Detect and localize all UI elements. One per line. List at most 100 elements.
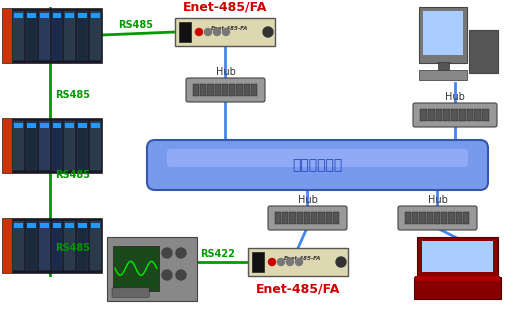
Text: Enet-485/FA: Enet-485/FA xyxy=(183,1,267,14)
FancyBboxPatch shape xyxy=(419,70,467,80)
FancyBboxPatch shape xyxy=(251,84,257,96)
FancyBboxPatch shape xyxy=(434,212,440,224)
FancyBboxPatch shape xyxy=(77,221,88,270)
FancyBboxPatch shape xyxy=(40,13,49,18)
Circle shape xyxy=(295,259,303,266)
FancyBboxPatch shape xyxy=(282,212,289,224)
FancyBboxPatch shape xyxy=(52,121,63,170)
FancyBboxPatch shape xyxy=(91,223,100,228)
Text: RS485: RS485 xyxy=(118,20,153,30)
FancyBboxPatch shape xyxy=(52,223,62,228)
Circle shape xyxy=(176,270,186,280)
FancyBboxPatch shape xyxy=(467,109,473,121)
FancyBboxPatch shape xyxy=(112,288,149,297)
FancyBboxPatch shape xyxy=(52,11,63,60)
FancyBboxPatch shape xyxy=(40,223,49,228)
Circle shape xyxy=(176,248,186,258)
FancyBboxPatch shape xyxy=(39,221,50,270)
FancyBboxPatch shape xyxy=(167,149,468,167)
FancyBboxPatch shape xyxy=(418,237,498,279)
Circle shape xyxy=(205,29,211,36)
FancyBboxPatch shape xyxy=(427,212,433,224)
FancyBboxPatch shape xyxy=(325,212,332,224)
FancyBboxPatch shape xyxy=(65,223,74,228)
FancyBboxPatch shape xyxy=(423,11,464,55)
FancyBboxPatch shape xyxy=(52,13,62,18)
FancyBboxPatch shape xyxy=(333,212,339,224)
FancyBboxPatch shape xyxy=(414,277,501,299)
FancyBboxPatch shape xyxy=(443,109,450,121)
FancyBboxPatch shape xyxy=(90,221,101,270)
FancyBboxPatch shape xyxy=(90,11,101,60)
Circle shape xyxy=(162,270,172,280)
FancyBboxPatch shape xyxy=(12,218,102,273)
Text: Hub: Hub xyxy=(297,195,318,205)
FancyBboxPatch shape xyxy=(77,11,88,60)
FancyBboxPatch shape xyxy=(441,212,448,224)
FancyBboxPatch shape xyxy=(186,78,265,102)
FancyBboxPatch shape xyxy=(107,237,197,301)
Circle shape xyxy=(268,259,276,266)
FancyBboxPatch shape xyxy=(12,118,102,173)
FancyBboxPatch shape xyxy=(64,121,75,170)
FancyBboxPatch shape xyxy=(200,84,207,96)
FancyBboxPatch shape xyxy=(13,221,24,270)
FancyBboxPatch shape xyxy=(412,212,419,224)
FancyBboxPatch shape xyxy=(78,13,87,18)
FancyBboxPatch shape xyxy=(268,206,347,230)
FancyBboxPatch shape xyxy=(179,22,191,42)
FancyBboxPatch shape xyxy=(398,206,477,230)
FancyBboxPatch shape xyxy=(243,84,250,96)
FancyBboxPatch shape xyxy=(455,212,462,224)
FancyBboxPatch shape xyxy=(13,121,24,170)
Circle shape xyxy=(162,248,172,258)
FancyBboxPatch shape xyxy=(207,84,213,96)
FancyBboxPatch shape xyxy=(311,212,318,224)
FancyBboxPatch shape xyxy=(147,140,488,190)
FancyBboxPatch shape xyxy=(26,221,37,270)
FancyBboxPatch shape xyxy=(39,11,50,60)
FancyBboxPatch shape xyxy=(438,62,449,71)
Text: Hub: Hub xyxy=(445,92,465,102)
FancyBboxPatch shape xyxy=(52,221,63,270)
Text: Enet-485/FA: Enet-485/FA xyxy=(256,283,340,296)
FancyBboxPatch shape xyxy=(78,223,87,228)
Circle shape xyxy=(336,257,346,267)
Text: イーサネット: イーサネット xyxy=(292,158,342,172)
FancyBboxPatch shape xyxy=(290,212,296,224)
FancyBboxPatch shape xyxy=(236,84,242,96)
FancyBboxPatch shape xyxy=(78,123,87,128)
FancyBboxPatch shape xyxy=(449,212,455,224)
FancyBboxPatch shape xyxy=(64,221,75,270)
FancyBboxPatch shape xyxy=(113,246,159,291)
Text: Hub: Hub xyxy=(427,195,448,205)
FancyBboxPatch shape xyxy=(175,18,275,46)
Circle shape xyxy=(278,259,284,266)
FancyBboxPatch shape xyxy=(474,109,481,121)
Text: Hub: Hub xyxy=(215,67,236,77)
FancyBboxPatch shape xyxy=(27,223,36,228)
FancyBboxPatch shape xyxy=(275,212,281,224)
FancyBboxPatch shape xyxy=(463,212,469,224)
Circle shape xyxy=(195,29,203,36)
FancyBboxPatch shape xyxy=(12,8,102,63)
FancyBboxPatch shape xyxy=(420,212,426,224)
Text: RS485: RS485 xyxy=(55,243,90,253)
FancyBboxPatch shape xyxy=(319,212,325,224)
FancyBboxPatch shape xyxy=(214,84,221,96)
FancyBboxPatch shape xyxy=(65,123,74,128)
FancyBboxPatch shape xyxy=(422,241,493,272)
FancyBboxPatch shape xyxy=(40,123,49,128)
Circle shape xyxy=(263,27,273,37)
FancyBboxPatch shape xyxy=(27,13,36,18)
FancyBboxPatch shape xyxy=(419,7,467,63)
FancyBboxPatch shape xyxy=(91,13,100,18)
FancyBboxPatch shape xyxy=(229,84,235,96)
FancyBboxPatch shape xyxy=(482,109,489,121)
Circle shape xyxy=(213,29,221,36)
FancyBboxPatch shape xyxy=(13,11,24,60)
FancyBboxPatch shape xyxy=(14,223,23,228)
Text: RS422: RS422 xyxy=(200,249,235,259)
FancyBboxPatch shape xyxy=(14,123,23,128)
FancyBboxPatch shape xyxy=(91,123,100,128)
